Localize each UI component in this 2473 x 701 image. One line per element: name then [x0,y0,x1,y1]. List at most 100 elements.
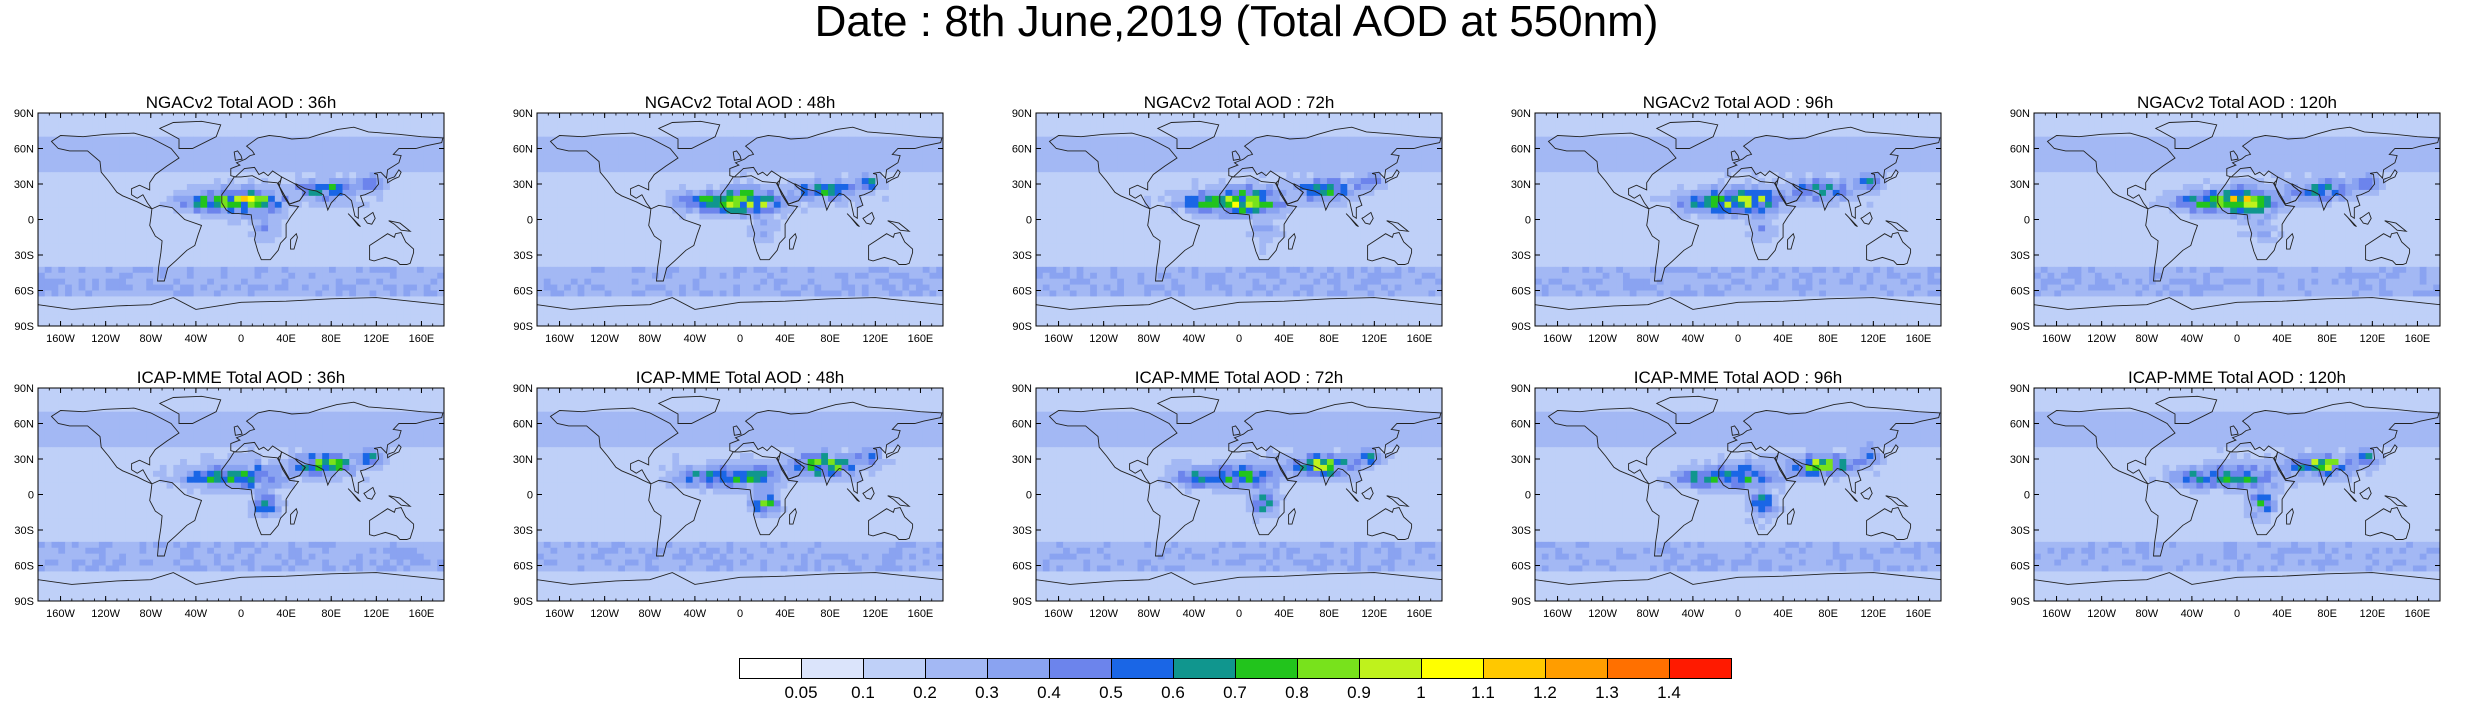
lon-tick-label: 40W [684,333,707,345]
coastline-australia [1367,231,1413,265]
coastline-japan [1884,444,1899,459]
coastline-eurasia [2226,126,2440,220]
panel-title: ICAP-MME Total AOD : 36h [21,368,461,388]
coastline-north-america [50,132,180,210]
lat-tick-label: 60N [14,144,34,156]
coastline-antarctica [38,297,444,326]
lon-tick-label: 160W [1044,608,1073,620]
coastline-eurasia [729,126,943,220]
lon-tick-label: 160E [1407,333,1433,345]
coastline-borneo [862,486,875,500]
coastline-borneo [363,486,376,500]
coastline-greenland [2154,120,2218,149]
lat-tick-label: 0 [28,215,34,227]
lat-tick-label: 90S [2010,321,2030,333]
aod-map-panel: ICAP-MME Total AOD : 36h 90N 60N 30N 0 30S 60S… [10,368,450,620]
lat-tick-label: 60N [2010,419,2030,431]
aod-map-panel: ICAP-MME Total AOD : 96h 90N 60N 30N 0 30S 60S… [1507,368,1947,620]
lon-tick-label: 160E [409,333,435,345]
world-map: 90N 60N 30N 0 30S 60S 90S 160W 120W 80W 40W 0 40E 80E… [14,108,445,345]
lon-tick-label: 40W [185,333,208,345]
lat-tick-label: 90N [1511,108,1531,120]
panel-title: ICAP-MME Total AOD : 72h [1019,368,1459,388]
lat-tick-label: 30S [513,525,533,537]
coastline-japan [1385,444,1400,459]
aod-map-panel: NGACv2 Total AOD : 48h 90N 60N 30N 0 30S 60S 90… [509,93,949,345]
lon-tick-label: 40E [1773,333,1793,345]
lon-tick-label: 0 [1236,608,1242,620]
lat-tick-label: 90N [1012,383,1032,395]
coastline-greenland [1655,120,1719,149]
lon-tick-label: 80E [2317,608,2337,620]
lat-tick-label: 60S [1511,561,1531,573]
colorbar-box [1607,658,1670,679]
figure-title: Date : 8th June,2019 (Total AOD at 550nm… [0,0,2473,44]
aod-field [38,113,444,326]
coastline-borneo [2359,486,2372,500]
panel-title: NGACv2 Total AOD : 96h [1518,93,1958,113]
coastline-madagascar [2286,507,2294,525]
lon-tick-label: 40W [185,608,208,620]
lat-tick-label: 90S [1511,321,1531,333]
coastline-greenland [158,120,222,149]
coastline-japan [1884,169,1899,184]
coastline-africa [720,175,799,261]
colorbar-label: 0.4 [1037,683,1061,700]
colorbar-label: 0.5 [1099,683,1123,700]
lat-tick-label: 90N [14,383,34,395]
lat-tick-label: 30S [14,250,34,262]
coastline-new-guinea [388,495,412,507]
coastline-uk [732,150,742,161]
aod-field [38,388,444,601]
aod-map-panel: ICAP-MME Total AOD : 120h 90N 60N 30N 0 30S 60… [2006,368,2446,620]
colorbar-box [1235,658,1298,679]
lat-tick-label: 30S [1511,525,1531,537]
lon-tick-label: 80E [2317,333,2337,345]
lat-tick-label: 90S [1012,321,1032,333]
coastline-africa [1219,450,1298,536]
lon-tick-label: 40E [1274,608,1294,620]
coastline-south-america [1646,479,1700,557]
lon-tick-label: 40W [684,608,707,620]
world-map: 90N 60N 30N 0 30S 60S 90S 160W 120W 80W 40W 0 40E 80E… [1511,108,1942,345]
coastline-borneo [1361,211,1374,225]
coastline-new-guinea [1885,495,1909,507]
world-map: 90N 60N 30N 0 30S 60S 90S 160W 120W 80W 40W 0 40E 80E… [1511,383,1942,620]
aod-map-panel: NGACv2 Total AOD : 72h 90N 60N 30N 0 30S 60S 90… [1008,93,1448,345]
coastline-australia [1866,506,1912,540]
coastline-madagascar [290,507,298,525]
lon-tick-label: 40W [2181,608,2204,620]
lat-tick-label: 60S [1012,561,1032,573]
lon-tick-label: 120E [1860,333,1886,345]
coastline-borneo [1361,486,1374,500]
coastline-uk [1730,150,1740,161]
coastline-new-guinea [887,495,911,507]
coastline-madagascar [1787,507,1795,525]
lat-tick-label: 90S [513,596,533,608]
lon-tick-label: 80W [1636,608,1659,620]
colorbar-label: 0.9 [1347,683,1371,700]
lon-tick-label: 80W [1137,608,1160,620]
coastline-madagascar [789,507,797,525]
coastline-madagascar [1787,232,1795,250]
lon-tick-label: 80E [1818,608,1838,620]
lat-tick-label: 60S [513,561,533,573]
lon-tick-label: 120W [1588,333,1617,345]
lon-tick-label: 80W [2135,333,2158,345]
aod-map-panel: ICAP-MME Total AOD : 72h 90N 60N 30N 0 30S 60S… [1008,368,1448,620]
coastline-new-guinea [887,220,911,232]
colorbar-label: 0.1 [851,683,875,700]
coastline-uk [2229,425,2239,436]
lat-tick-label: 30S [2010,525,2030,537]
lon-tick-label: 80E [820,608,840,620]
lon-tick-label: 80W [638,333,661,345]
lat-tick-label: 90S [513,321,533,333]
lon-tick-label: 0 [2234,608,2240,620]
lat-tick-label: 30N [513,454,533,466]
lat-tick-label: 0 [2024,215,2030,227]
lon-tick-label: 80W [1137,333,1160,345]
coastline-greenland [2154,395,2218,424]
coastline-uk [1730,425,1740,436]
coastline-uk [233,425,243,436]
coastline-antarctica [1036,297,1442,326]
